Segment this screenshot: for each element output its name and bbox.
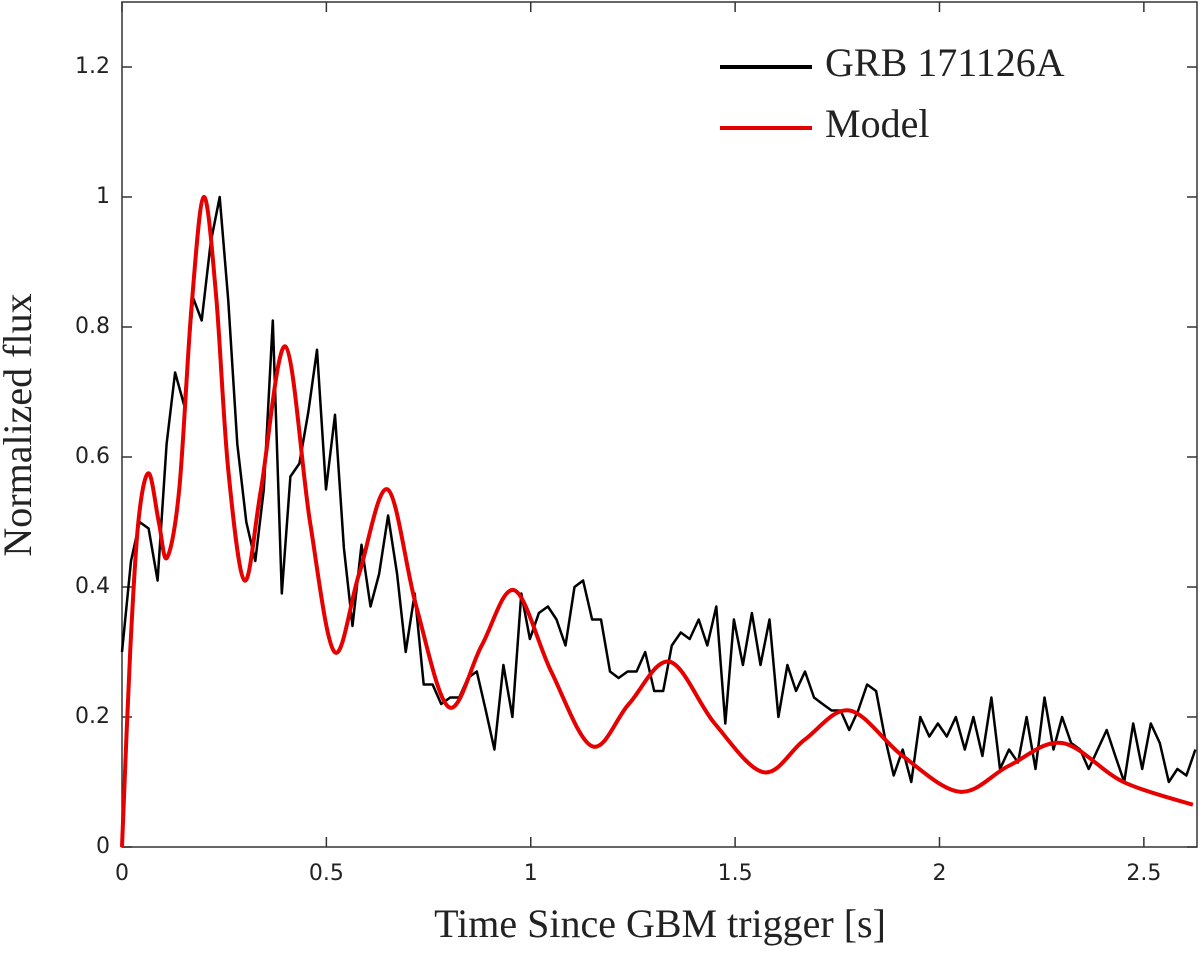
y-tick-label: 0.2	[75, 704, 110, 729]
x-tick-label: 0.5	[309, 861, 344, 886]
x-axis-label: Time Since GBM trigger [s]	[434, 901, 886, 946]
y-axis-label: Normalized flux	[0, 293, 40, 556]
x-tick-label: 1	[524, 861, 538, 886]
y-tick-label: 0.6	[75, 444, 110, 469]
y-tick-label: 0	[96, 834, 110, 859]
y-tick-label: 1	[96, 184, 110, 209]
x-tick-label: 2	[932, 861, 946, 886]
x-tick-label: 2.5	[1126, 861, 1161, 886]
y-tick-label: 1.2	[75, 54, 110, 79]
y-tick-label: 0.8	[75, 314, 110, 339]
series-line	[120, 194, 1194, 848]
series-line	[120, 195, 1197, 784]
plot-frame	[121, 1, 1198, 848]
legend-label: Model	[825, 101, 929, 146]
x-tick-label: 0	[115, 861, 129, 886]
x-tick-label: 1.5	[718, 861, 753, 886]
y-tick-label: 0.4	[75, 574, 110, 599]
legend-label: GRB 171126A	[825, 40, 1065, 85]
